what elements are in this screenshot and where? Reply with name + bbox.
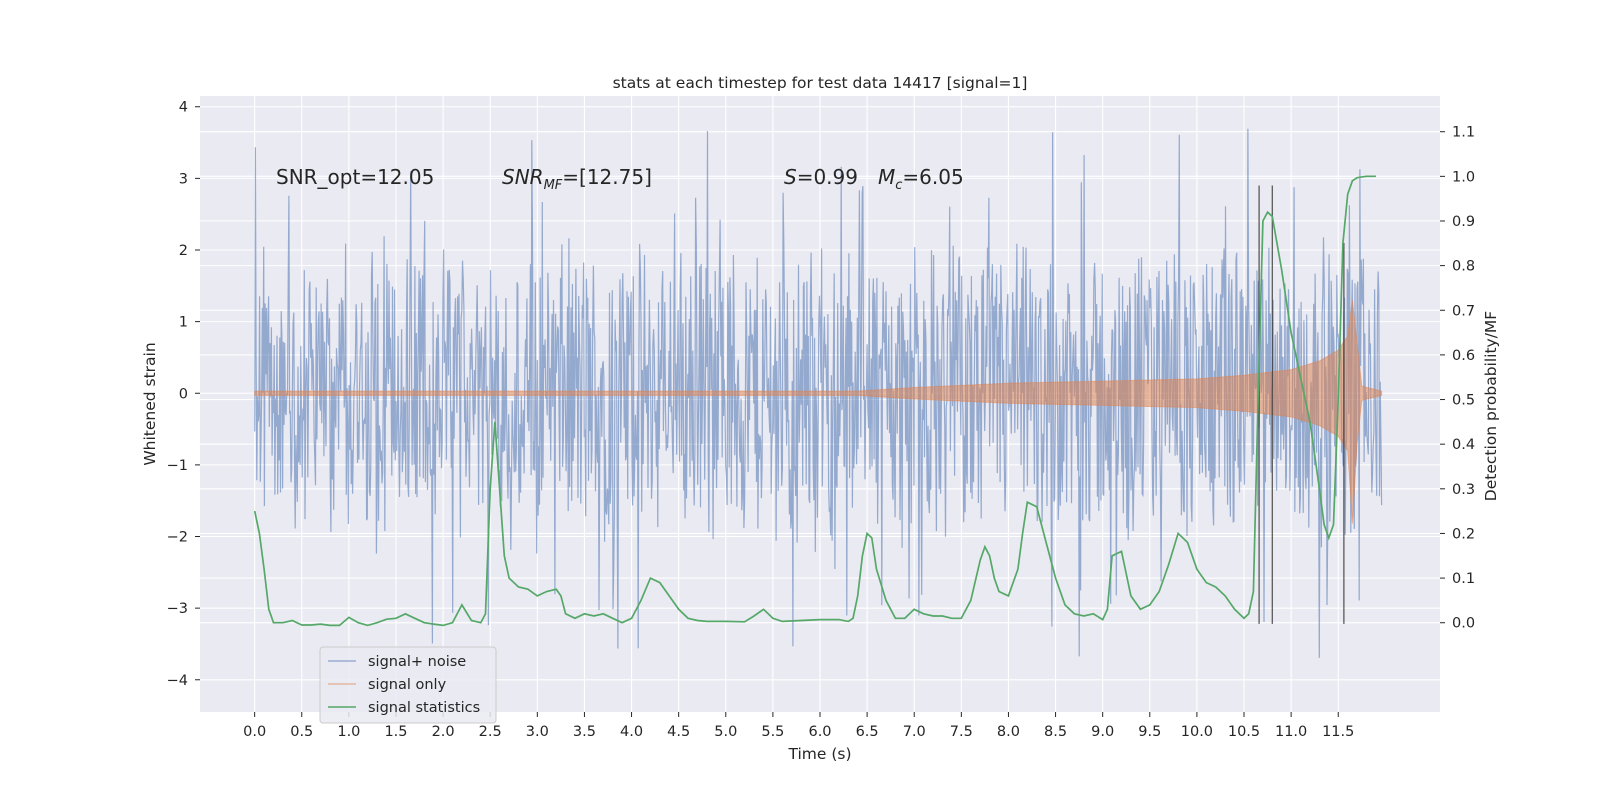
legend-box (319, 646, 497, 724)
y-tick-label: 1 (179, 315, 188, 331)
x-tick-label: 7.5 (950, 724, 973, 740)
x-tick-label: 11.0 (1275, 724, 1307, 740)
x-tick-label: 9.5 (1138, 724, 1161, 740)
x-tick-label: 8.5 (1044, 724, 1067, 740)
annotation-snr-mf-sub: MF (544, 178, 563, 193)
y-right-tick-label: 1.0 (1452, 169, 1475, 185)
annotation-s: S=0.99 (784, 165, 858, 189)
x-tick-label: 0.5 (290, 724, 313, 740)
legend-label-noise: signal+ noise (368, 654, 466, 670)
y-tick-label: −2 (167, 530, 188, 546)
y-tick-label: 0 (179, 386, 188, 402)
annotation-mc-main: M (878, 165, 895, 189)
x-tick-label: 4.0 (620, 724, 643, 740)
signal-only-series (254, 300, 1383, 524)
y-tick-label: 3 (179, 171, 188, 187)
y-right-tick-label: 0.1 (1452, 571, 1475, 587)
y-tick-label: −4 (167, 673, 188, 689)
annotation-snr-opt: SNR_opt=12.05 (276, 165, 434, 189)
y-axis-right-ticks: 0.0 0.1 0.2 0.3 0.4 0.5 0.6 0.7 0.8 0.9 1.0 1.1 (1440, 125, 1475, 632)
x-tick-label: 8.0 (997, 724, 1020, 740)
x-axis-ticks: 0.0 0.5 1.0 1.5 2.0 2.5 3.0 3.5 4.0 4.5 5.0 5.5 6.0 6… (243, 712, 1354, 740)
annotation-mc-value: =6.05 (902, 165, 963, 189)
x-tick-label: 1.5 (384, 724, 407, 740)
y-axis-right-label: Detection probability/MF (1482, 311, 1500, 502)
y-right-tick-label: 0.8 (1452, 259, 1475, 275)
y-tick-label: 2 (179, 243, 188, 259)
y-right-tick-label: 0.9 (1452, 214, 1475, 230)
x-tick-label: 6.0 (808, 724, 831, 740)
annotation-s-value: =0.99 (797, 165, 858, 189)
x-tick-label: 10.0 (1181, 724, 1213, 740)
y-right-tick-label: 0.5 (1452, 393, 1475, 409)
chart-title: stats at each timestep for test data 144… (613, 74, 1028, 92)
y-right-tick-label: 1.1 (1452, 125, 1475, 141)
x-tick-label: 3.0 (526, 724, 549, 740)
x-tick-label: 9.0 (1091, 724, 1114, 740)
x-axis-label: Time (s) (787, 745, 851, 763)
annotation-snr-mf: SNRMF=[12.75] (502, 165, 652, 193)
y-tick-label: −1 (167, 458, 188, 474)
legend-label-statistics: signal statistics (368, 700, 480, 716)
x-tick-label: 3.5 (573, 724, 596, 740)
y-axis-label: Whitened strain (141, 342, 159, 465)
y-right-tick-label: 0.7 (1452, 303, 1475, 319)
annotation-snr-mf-value: =[12.75] (562, 165, 652, 189)
y-right-tick-label: 0.3 (1452, 482, 1475, 498)
vertical-markers (1258, 185, 1345, 624)
x-tick-label: 0.0 (243, 724, 266, 740)
y-right-tick-label: 0.4 (1452, 437, 1475, 453)
x-tick-label: 2.5 (479, 724, 502, 740)
annotation-mc-sub: c (895, 178, 902, 193)
x-tick-label: 2.0 (432, 724, 455, 740)
signal-statistics-line (253, 175, 1376, 627)
x-tick-label: 7.0 (903, 724, 926, 740)
x-tick-label: 5.0 (714, 724, 737, 740)
annotation-mc: Mc=6.05 (878, 165, 964, 193)
legend: signal+ noise signal only signal statist… (319, 646, 497, 724)
signal-statistics-series (253, 175, 1376, 627)
y-right-tick-label: 0.0 (1452, 616, 1475, 632)
signal-only-envelope (254, 300, 1383, 524)
y-tick-label: −3 (167, 601, 188, 617)
x-tick-label: 6.5 (856, 724, 879, 740)
x-tick-label: 5.5 (761, 724, 784, 740)
x-tick-label: 4.5 (667, 724, 690, 740)
x-tick-label: 11.5 (1322, 724, 1354, 740)
x-tick-label: 10.5 (1228, 724, 1260, 740)
x-tick-label: 1.0 (337, 724, 360, 740)
y-axis-ticks: −4 −3 −2 −1 0 1 2 3 4 (167, 100, 200, 689)
annotation-snr-mf-main: SNR (502, 165, 544, 189)
y-right-tick-label: 0.6 (1452, 348, 1475, 364)
y-tick-label: 4 (179, 100, 188, 116)
legend-label-signal: signal only (368, 677, 447, 693)
annotation-s-main: S (784, 165, 797, 189)
y-right-tick-label: 0.2 (1452, 526, 1475, 542)
